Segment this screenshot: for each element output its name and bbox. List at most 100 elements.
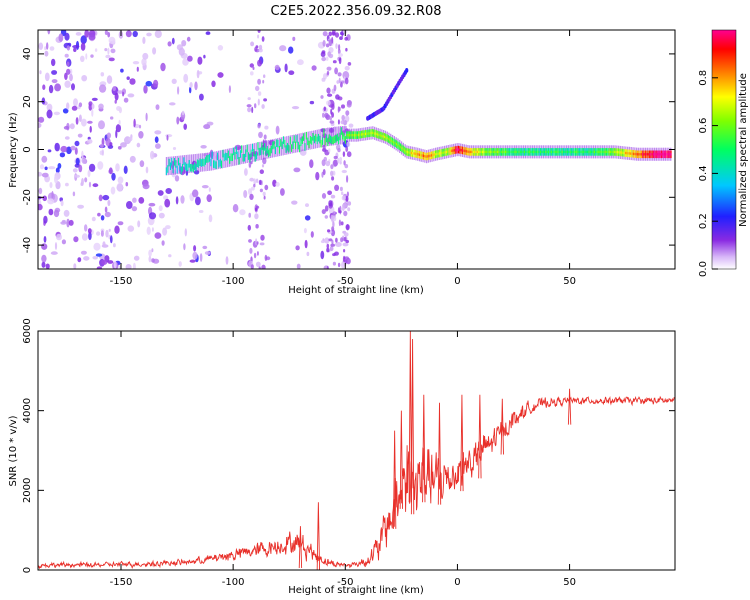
ridge-core — [191, 163, 193, 172]
spectrogram-x-tick-label: -100 — [222, 276, 245, 287]
smear-blob — [321, 56, 327, 62]
noise-blob — [151, 248, 154, 253]
ridge-center — [482, 150, 484, 154]
noise-blob — [88, 163, 96, 172]
smear-blob — [257, 30, 261, 33]
colorbar-tick-label: 0.0 — [698, 261, 709, 277]
noise-blob — [100, 143, 104, 148]
noise-blob — [208, 214, 213, 223]
ridge-core — [265, 148, 267, 156]
ridge-center — [498, 150, 500, 154]
ridge-center — [585, 150, 587, 154]
ridge-center — [429, 154, 431, 157]
noise-blob — [84, 30, 90, 38]
ridge-center — [491, 150, 493, 154]
smear-blob — [331, 103, 335, 110]
ridge-core — [172, 165, 174, 174]
noise-blob — [145, 80, 153, 87]
noise-blob — [51, 79, 58, 84]
ridge-center — [650, 153, 652, 156]
ridge-center — [389, 138, 391, 141]
ridge-core — [287, 142, 289, 151]
ridge-core — [242, 154, 244, 162]
smear-blob — [340, 120, 346, 125]
ridge-core — [241, 145, 243, 153]
smear-blob — [264, 254, 268, 261]
ridge-halo — [442, 146, 444, 160]
noise-blob — [177, 86, 180, 95]
ridge-center — [605, 150, 607, 154]
noise-blob — [117, 146, 122, 150]
ridge-center — [534, 150, 536, 154]
noise-blob — [151, 258, 155, 263]
ridge-halo — [257, 142, 259, 161]
smear-blob — [254, 46, 258, 52]
smear-blob — [331, 239, 334, 245]
noise-blob — [155, 104, 160, 110]
noise-blob — [39, 164, 45, 170]
ridge-center — [663, 153, 665, 156]
ridge-center — [634, 152, 636, 156]
ridge-center — [351, 134, 353, 137]
ridge-halo — [636, 147, 638, 161]
smear-blob — [337, 119, 340, 125]
ridge-center — [611, 150, 613, 154]
ridge-center — [566, 150, 568, 154]
noise-blob — [142, 36, 146, 45]
noise-blob — [99, 84, 107, 93]
noise-blob — [206, 194, 212, 203]
ridge-center — [433, 153, 435, 156]
snr-y-tick-label: 2000 — [22, 478, 33, 503]
noise-blob — [131, 206, 138, 212]
noise-blob — [150, 150, 155, 160]
ridge-center — [659, 153, 661, 156]
snr-y-axis: 0 2000 4000 6000 — [22, 318, 675, 573]
noise-blob — [78, 114, 82, 122]
ridge-core — [249, 154, 251, 163]
noise-blob — [87, 120, 93, 124]
smear-blob — [255, 178, 259, 184]
ridge-center — [352, 134, 354, 137]
ridge-center — [546, 150, 548, 154]
smear-blob — [326, 71, 330, 75]
ridge-core — [229, 156, 231, 164]
noise-blob — [55, 181, 61, 190]
ridge-core — [272, 141, 274, 150]
ridge-center — [394, 142, 396, 145]
noise-blob — [54, 83, 61, 92]
smear-blob — [321, 159, 326, 167]
ridge-center — [510, 150, 512, 154]
noise-blob — [295, 245, 300, 251]
ridge-center — [556, 150, 558, 154]
ridge-center — [447, 150, 449, 153]
noise-blob — [137, 220, 141, 228]
noise-blob — [168, 254, 172, 258]
noise-blob — [66, 102, 70, 110]
spectrogram-y-label: Frequency (Hz) — [8, 112, 19, 188]
ridge-core — [192, 164, 194, 173]
ridge-halo — [662, 147, 665, 161]
smear-blob — [257, 59, 262, 67]
ridge-core — [305, 131, 307, 140]
noise-blob — [104, 206, 108, 213]
smear-blob — [262, 191, 266, 197]
noise-blob — [110, 48, 116, 54]
smear-blob — [345, 110, 350, 116]
noise-blob — [178, 47, 185, 56]
ridge-center — [492, 150, 494, 154]
ridge-core — [292, 141, 294, 149]
ridge-core — [200, 159, 202, 167]
smear-blob — [337, 262, 341, 268]
smear-blob — [347, 201, 352, 206]
snr-peak — [500, 398, 504, 455]
ridge-center — [404, 149, 406, 152]
smear-blob — [259, 188, 263, 193]
noise-blob — [115, 163, 120, 172]
noise-blob — [98, 194, 103, 202]
noise-blob — [171, 78, 177, 85]
ridge-center — [518, 150, 520, 154]
ridge-center — [410, 151, 412, 155]
smear-blob — [330, 164, 334, 170]
smear-blob — [340, 261, 346, 269]
smear-blob — [325, 160, 331, 167]
